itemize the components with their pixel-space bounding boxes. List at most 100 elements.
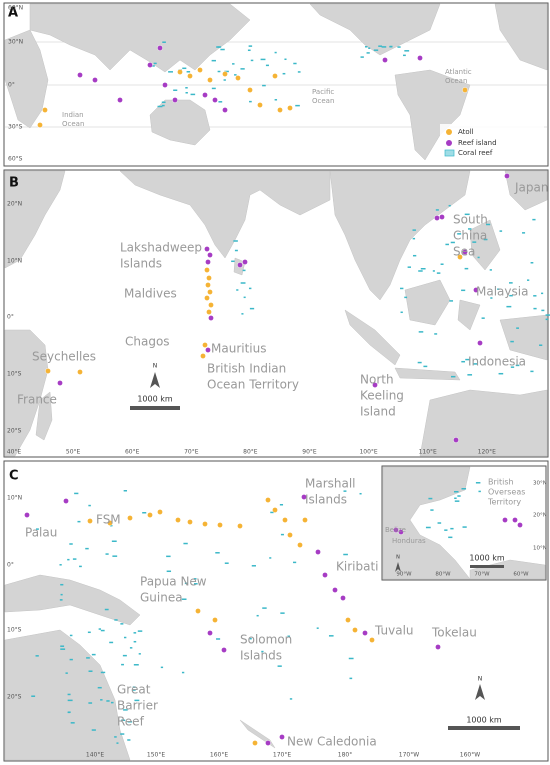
- place-label: Solomon: [240, 633, 292, 647]
- atoll: [204, 267, 210, 273]
- scale-bar-label: 1000 km: [137, 395, 173, 404]
- longitude-label: 80°W: [435, 572, 451, 578]
- coral-reef: [545, 314, 550, 316]
- coral-reef: [280, 612, 285, 614]
- coral-reef: [541, 292, 544, 295]
- place-label: Belize: [385, 526, 406, 534]
- coral-reef: [461, 289, 466, 292]
- coral-reef: [249, 307, 255, 310]
- place-label: Sea: [453, 245, 475, 259]
- reef-island: [435, 644, 441, 650]
- coral-reef: [450, 241, 455, 244]
- coral-reef: [423, 365, 428, 368]
- place-label: New Caledonia: [287, 735, 377, 749]
- coral-reef: [79, 565, 82, 568]
- longitude-label: 80°E: [243, 449, 258, 456]
- coral-reef: [516, 327, 519, 329]
- coral-reef: [465, 358, 470, 361]
- reef-island: [279, 734, 285, 740]
- coral-reef: [412, 237, 416, 240]
- panel-a: [3, 2, 549, 167]
- place-label: Palau: [25, 526, 57, 540]
- coral-reef: [248, 287, 252, 290]
- reef-island: [147, 62, 153, 68]
- longitude-label: 60°W: [513, 572, 529, 578]
- coral-reef: [397, 46, 401, 48]
- coral-reef: [59, 564, 62, 566]
- place-label: Papua New: [140, 575, 207, 589]
- coral-reef: [526, 279, 530, 281]
- coral-reef: [216, 46, 222, 48]
- atoll: [45, 368, 51, 374]
- coral-reef: [123, 490, 128, 492]
- atoll: [462, 87, 468, 93]
- longitude-label: 40°E: [7, 449, 22, 456]
- reef-island: [462, 249, 468, 255]
- coral-reef: [137, 630, 143, 632]
- coral-reef: [88, 670, 93, 672]
- land-madagascar: [35, 391, 53, 441]
- place-label: Tokelau: [431, 626, 477, 640]
- coral-reef: [132, 689, 136, 691]
- coral-reef: [532, 218, 536, 221]
- coral-reef: [233, 240, 238, 242]
- land-new-guinea: [499, 314, 548, 361]
- reef-island: [504, 173, 510, 179]
- land-africa: [4, 29, 49, 129]
- coral-reef: [260, 58, 266, 61]
- coral-reef: [242, 269, 246, 272]
- atoll: [87, 518, 93, 524]
- coral-reef: [224, 70, 229, 73]
- coral-reef: [280, 533, 284, 536]
- coral-reef: [510, 340, 514, 343]
- atoll: [272, 507, 278, 513]
- reef-island: [453, 437, 459, 443]
- coral-reef: [181, 671, 185, 674]
- scale-bar-label: 1000 km: [466, 716, 502, 725]
- coral-reef: [31, 695, 36, 697]
- coral-reef: [161, 101, 166, 104]
- reef-island: [517, 522, 523, 528]
- atoll: [222, 71, 228, 77]
- coral-reef: [364, 46, 368, 48]
- coral-reef: [499, 230, 503, 232]
- place-label: Barrier: [117, 699, 158, 713]
- reef-island: [205, 259, 211, 265]
- legend-label: Reef island: [458, 139, 497, 147]
- coral-reef: [400, 311, 403, 314]
- longitude-label: 110°E: [419, 449, 437, 456]
- coral-reef: [60, 645, 65, 647]
- coral-reef: [215, 552, 220, 554]
- longitude-label: 140°E: [86, 752, 104, 759]
- coral-reef: [134, 699, 140, 702]
- scale-bar: [130, 406, 180, 410]
- coral-reef: [448, 536, 453, 539]
- coral-reef: [510, 366, 515, 368]
- coral-reef: [100, 629, 105, 632]
- atoll: [235, 75, 241, 81]
- latitude-label: 20°N: [7, 201, 22, 208]
- coral-reef: [232, 63, 235, 65]
- coral-reef: [489, 269, 492, 271]
- legend-atoll-symbol: [446, 129, 452, 135]
- place-label: British: [488, 478, 514, 487]
- coral-reef: [121, 663, 124, 666]
- reef-island: [434, 215, 440, 221]
- coral-reef: [450, 375, 456, 378]
- latitude-label: 30°N: [533, 481, 547, 487]
- place-label: Keeling: [360, 389, 404, 403]
- coral-reef: [477, 256, 480, 259]
- coral-reef: [100, 699, 103, 701]
- panel-label: B: [9, 176, 19, 191]
- coral-reef: [316, 627, 319, 629]
- panel-label: A: [8, 6, 18, 21]
- reef-island: [473, 287, 479, 293]
- atoll: [265, 497, 271, 503]
- atoll: [257, 102, 263, 108]
- atoll: [202, 521, 208, 527]
- coral-reef: [295, 104, 300, 107]
- coral-reef: [464, 267, 469, 270]
- coral-reef: [247, 49, 251, 52]
- coral-reef: [160, 666, 164, 669]
- coral-reef: [60, 593, 63, 596]
